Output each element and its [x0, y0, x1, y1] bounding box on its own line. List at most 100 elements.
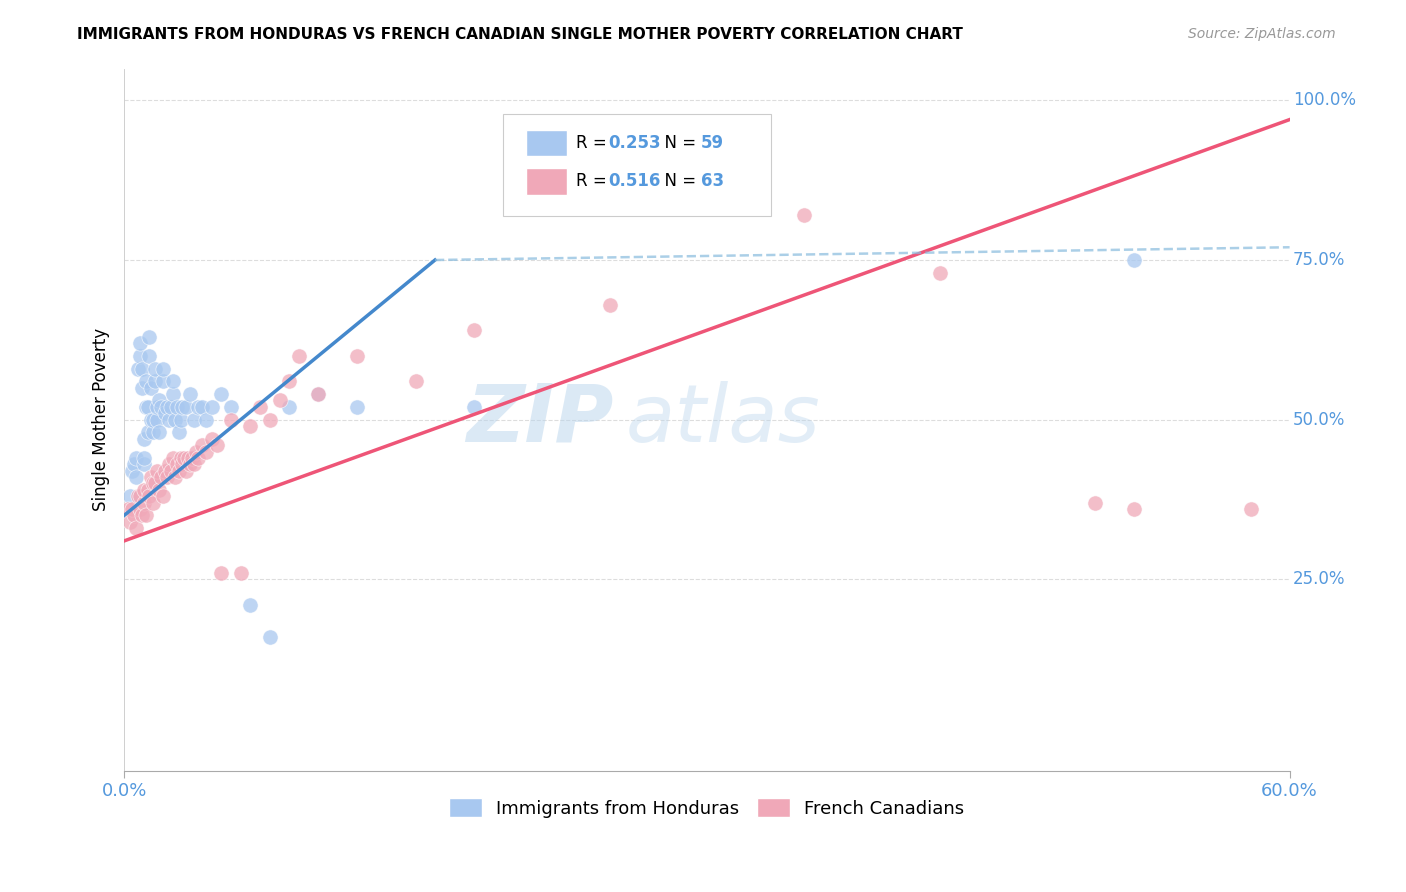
Text: 50.0%: 50.0% — [1294, 410, 1346, 429]
Point — [132, 483, 155, 497]
Point — [288, 349, 311, 363]
Point — [269, 393, 291, 408]
Point — [463, 323, 485, 337]
Point — [172, 400, 194, 414]
Point — [131, 361, 153, 376]
Point — [142, 412, 165, 426]
Text: 0.516: 0.516 — [607, 172, 661, 190]
Text: ZIP: ZIP — [467, 381, 613, 458]
Point — [177, 450, 200, 465]
Point — [146, 412, 169, 426]
Point — [172, 458, 194, 472]
Point — [152, 374, 174, 388]
Point — [181, 450, 204, 465]
Text: R =: R = — [576, 172, 613, 190]
Point — [167, 425, 190, 440]
Point — [132, 458, 155, 472]
Point — [128, 336, 150, 351]
Text: 25.0%: 25.0% — [1294, 570, 1346, 588]
Point — [187, 450, 209, 465]
Text: atlas: atlas — [626, 381, 820, 458]
Point — [207, 438, 229, 452]
Point — [278, 374, 301, 388]
Point — [138, 489, 160, 503]
Point — [209, 387, 232, 401]
Point — [152, 361, 174, 376]
FancyBboxPatch shape — [526, 169, 567, 195]
Point — [156, 470, 179, 484]
Point — [153, 464, 176, 478]
Point — [127, 489, 149, 503]
Point — [148, 483, 170, 497]
Point — [131, 381, 153, 395]
Point — [239, 598, 262, 612]
Point — [153, 406, 176, 420]
Y-axis label: Single Mother Poverty: Single Mother Poverty — [93, 328, 110, 511]
Point — [146, 400, 169, 414]
Point — [219, 412, 242, 426]
Point — [1123, 502, 1146, 516]
Point — [148, 425, 170, 440]
Point — [141, 412, 163, 426]
Point — [125, 470, 148, 484]
Point — [122, 508, 145, 523]
Point — [183, 412, 205, 426]
FancyBboxPatch shape — [503, 114, 770, 216]
Point — [128, 502, 150, 516]
Point — [138, 329, 160, 343]
Point — [152, 489, 174, 503]
Point — [128, 489, 150, 503]
Text: 59: 59 — [702, 134, 724, 152]
Point — [121, 464, 143, 478]
Point — [1240, 502, 1263, 516]
Point — [138, 349, 160, 363]
Point — [166, 458, 188, 472]
Point — [146, 464, 169, 478]
Point — [187, 400, 209, 414]
Point — [118, 489, 141, 503]
Point — [135, 508, 157, 523]
Text: 63: 63 — [702, 172, 724, 190]
Point — [169, 450, 191, 465]
Point — [191, 438, 214, 452]
Point — [132, 432, 155, 446]
Text: 75.0%: 75.0% — [1294, 251, 1346, 269]
Point — [278, 400, 301, 414]
Point — [157, 412, 180, 426]
Point — [160, 464, 183, 478]
Point — [142, 476, 165, 491]
Point — [148, 393, 170, 408]
Point — [201, 432, 224, 446]
Point — [183, 458, 205, 472]
Legend: Immigrants from Honduras, French Canadians: Immigrants from Honduras, French Canadia… — [441, 790, 972, 825]
Point — [346, 349, 368, 363]
Point — [209, 566, 232, 580]
Point — [346, 400, 368, 414]
Point — [128, 349, 150, 363]
Point — [599, 298, 621, 312]
Point — [179, 458, 201, 472]
Point — [191, 400, 214, 414]
Point — [176, 400, 198, 414]
Point — [142, 495, 165, 509]
Text: Source: ZipAtlas.com: Source: ZipAtlas.com — [1188, 27, 1336, 41]
Point — [163, 412, 186, 426]
Point — [166, 400, 188, 414]
Point — [194, 412, 217, 426]
Point — [173, 450, 195, 465]
Text: 0.253: 0.253 — [607, 134, 661, 152]
Point — [167, 464, 190, 478]
Point — [118, 515, 141, 529]
Point — [1084, 495, 1107, 509]
Point — [117, 502, 139, 516]
Point — [141, 381, 163, 395]
Point — [121, 502, 143, 516]
Point — [194, 444, 217, 458]
Point — [163, 470, 186, 484]
Point — [160, 400, 183, 414]
Point — [184, 444, 207, 458]
Point — [162, 374, 184, 388]
Text: R =: R = — [576, 134, 613, 152]
Point — [127, 361, 149, 376]
Point — [229, 566, 252, 580]
